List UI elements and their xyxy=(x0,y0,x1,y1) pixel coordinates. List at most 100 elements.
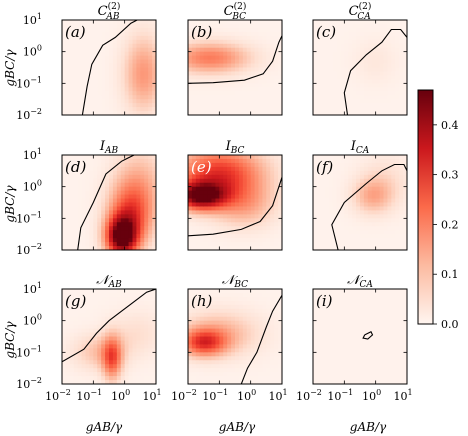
heatmap-cell xyxy=(242,43,248,49)
heatmap-cell xyxy=(132,226,138,231)
heatmap-cell xyxy=(199,35,205,41)
heatmap-cell xyxy=(207,158,213,164)
heatmap-cell xyxy=(199,190,205,196)
heatmap-cell xyxy=(85,31,91,37)
heatmap-cell xyxy=(231,222,236,227)
heatmap-cell xyxy=(375,218,381,223)
heatmap-cell xyxy=(148,238,153,243)
heatmap-cell xyxy=(101,103,106,108)
tick-exponent: −1 xyxy=(216,388,228,397)
heatmap-cell xyxy=(81,222,87,227)
heatmap-cell xyxy=(399,234,404,239)
heatmap-cell xyxy=(274,332,279,338)
heatmap-cell xyxy=(207,182,213,188)
heatmap-cell xyxy=(77,27,83,33)
heatmap-cell xyxy=(223,380,228,384)
heatmap-cell xyxy=(344,71,349,77)
heatmap-cell xyxy=(132,289,138,294)
heatmap-cell xyxy=(356,238,361,243)
heatmap-cell xyxy=(383,155,389,160)
heatmap-cell xyxy=(124,99,130,104)
heatmap-cell xyxy=(278,230,282,235)
heatmap-cell xyxy=(77,356,83,361)
heatmap-cell xyxy=(254,35,260,41)
heatmap-cell xyxy=(211,186,217,192)
heatmap-cell xyxy=(93,182,98,188)
heatmap-cell xyxy=(242,35,248,41)
heatmap-cell xyxy=(375,83,381,88)
heatmap-cell xyxy=(246,289,252,294)
heatmap-cell xyxy=(328,166,334,172)
heatmap-cell xyxy=(105,99,110,104)
heatmap-cell xyxy=(219,348,224,353)
heatmap-cell xyxy=(360,103,365,108)
heatmap-cell xyxy=(207,79,213,84)
heatmap-cell xyxy=(144,111,149,115)
heatmap-cell xyxy=(112,47,118,53)
heatmap-cell xyxy=(211,155,217,160)
heatmap-cell xyxy=(85,320,91,326)
heatmap-cell xyxy=(320,182,326,188)
heatmap-cell xyxy=(62,186,67,192)
heatmap-cell xyxy=(199,79,205,84)
heatmap-cell xyxy=(191,186,197,192)
heatmap-cell xyxy=(116,328,122,334)
heatmap-cell xyxy=(144,59,149,65)
heatmap-cell xyxy=(132,332,138,338)
heatmap-cell xyxy=(383,194,389,200)
heatmap-cell xyxy=(77,55,83,61)
heatmap-cell xyxy=(223,107,228,112)
heatmap-cell xyxy=(262,364,267,369)
heatmap-cell xyxy=(324,206,330,212)
heatmap-cell xyxy=(274,360,279,365)
heatmap-cell xyxy=(266,170,271,176)
heatmap-cell xyxy=(316,214,322,219)
heatmap-cell xyxy=(207,20,213,25)
heatmap-cell xyxy=(278,162,282,168)
heatmap-cell xyxy=(85,47,91,53)
heatmap-cell xyxy=(336,182,342,188)
heatmap-cell xyxy=(344,182,349,188)
heatmap-cell xyxy=(363,155,369,160)
heatmap-cell xyxy=(144,182,149,188)
heatmap-cell xyxy=(195,344,201,349)
heatmap-cell xyxy=(313,59,318,65)
heatmap-cell xyxy=(391,222,396,227)
heatmap-cell xyxy=(379,178,385,184)
heatmap-cell xyxy=(399,59,404,65)
heatmap-cell xyxy=(356,111,361,115)
tick-base: 10 xyxy=(23,315,37,328)
heatmap-cell xyxy=(250,31,256,37)
heatmap-cell xyxy=(344,31,349,37)
heatmap-cell xyxy=(274,91,279,96)
heatmap-cell xyxy=(124,206,130,212)
heatmap-cell xyxy=(242,79,248,84)
heatmap-cell xyxy=(360,51,365,57)
heatmap-cell xyxy=(105,206,110,212)
heatmap-cell xyxy=(262,99,267,104)
tick-base: 10 xyxy=(16,109,30,122)
heatmap-cell xyxy=(391,190,396,196)
heatmap-cell xyxy=(105,103,110,108)
heatmap-cell xyxy=(320,226,326,231)
heatmap-cell xyxy=(120,39,126,45)
heatmap-cell xyxy=(320,71,326,77)
heatmap-cell xyxy=(97,226,102,231)
heatmap-cell xyxy=(367,190,373,196)
heatmap-cell xyxy=(211,332,217,338)
heatmap-cell xyxy=(188,174,193,180)
heatmap-cell xyxy=(97,332,102,338)
heatmap-cell xyxy=(231,300,236,306)
heatmap-cell xyxy=(223,222,228,227)
heatmap-cell xyxy=(191,27,197,33)
heatmap-cell xyxy=(132,292,138,298)
heatmap-cell xyxy=(85,214,91,219)
heatmap-cell xyxy=(270,218,275,223)
heatmap-cell xyxy=(242,328,248,334)
heatmap-cell xyxy=(278,47,282,53)
heatmap-cell xyxy=(235,312,240,318)
heatmap-cell xyxy=(101,155,106,160)
heatmap-cell xyxy=(383,23,389,29)
heatmap-cell xyxy=(65,324,71,330)
heatmap-cell xyxy=(227,218,232,223)
